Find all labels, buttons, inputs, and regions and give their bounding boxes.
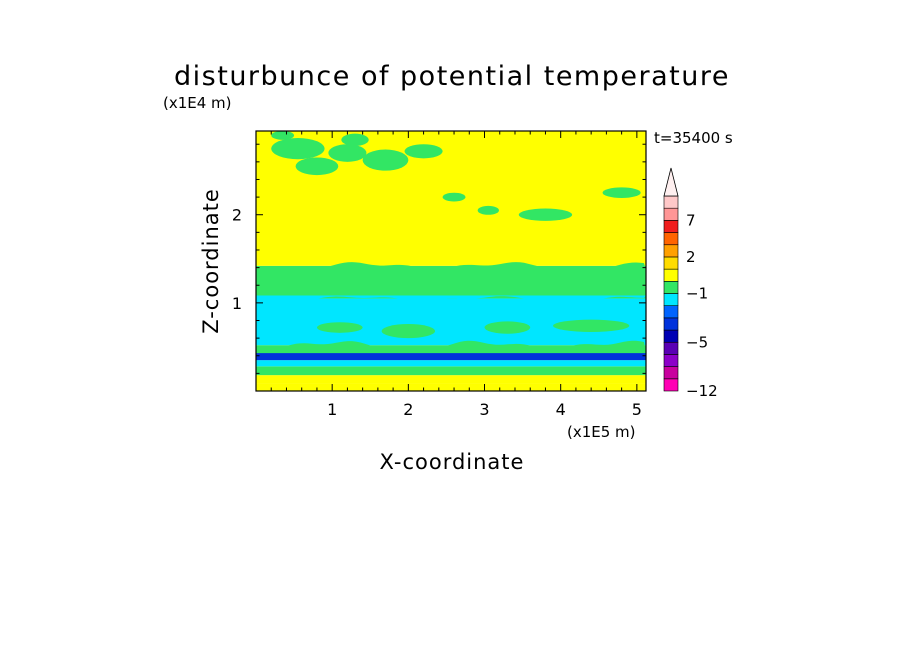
x-scale-label: (x1E5 m) (567, 423, 636, 441)
contour-patch (271, 138, 325, 160)
colorbar-label: 7 (686, 211, 696, 229)
colorbar-swatch (663, 232, 679, 246)
field-band (256, 265, 646, 299)
contour-patch (328, 144, 367, 162)
contour-patch (484, 321, 531, 334)
field-band (256, 360, 646, 367)
y-scale-label: (x1E4 m) (163, 94, 232, 112)
colorbar: 7 2 −1 −5 −12 (663, 167, 718, 400)
x-axis-label: X-coordinate (380, 450, 525, 474)
chart-title: disturbunce of potential temperature (174, 61, 730, 92)
colorbar-swatch (663, 256, 679, 270)
contour-patch (341, 133, 369, 146)
colorbar-swatch (663, 244, 679, 258)
time-label: t=35400 s (654, 129, 733, 147)
contour-patch (553, 319, 630, 332)
field-band (256, 375, 646, 384)
contour-patch (442, 192, 466, 202)
y-axis: 12 (232, 143, 646, 374)
plot-frame (255, 130, 647, 392)
x-tick-label: 5 (632, 400, 642, 419)
contour-patch (477, 205, 499, 215)
contour-patch (271, 131, 295, 140)
y-tick-label: 1 (232, 294, 242, 313)
contour-patch (316, 322, 363, 333)
colorbar-swatch (663, 207, 679, 221)
contour-patch (362, 149, 409, 171)
colorbar-swatch (663, 378, 679, 392)
colorbar-swatch (663, 281, 679, 294)
colorbar-label: 2 (686, 248, 696, 266)
colorbar-label: −1 (686, 285, 708, 303)
colorbar-swatch (663, 305, 679, 319)
contour-patch (518, 208, 573, 221)
colorbar-swatch (663, 220, 679, 233)
x-axis: 1 2 3 4 5 (270, 131, 642, 419)
colorbar-extension (663, 167, 679, 197)
contour-field (256, 131, 646, 391)
x-tick-label: 4 (556, 400, 566, 419)
y-axis-label: Z-coordinate (199, 188, 223, 334)
colorbar-label: −12 (686, 382, 718, 400)
contour-patch (381, 324, 436, 339)
field-band (256, 352, 646, 361)
x-tick-label: 1 (327, 400, 337, 419)
contour-edge (256, 295, 646, 301)
colorbar-swatch (663, 329, 679, 343)
colorbar-swatch (663, 354, 679, 367)
contour-edge (256, 262, 646, 270)
colorbar-swatch (663, 341, 679, 355)
contour-patch (404, 144, 443, 159)
colorbar-swatch (663, 317, 679, 331)
field-band (256, 366, 646, 376)
x-tick-label: 2 (403, 400, 413, 419)
x-tick-label: 3 (479, 400, 489, 419)
contour-patch (295, 157, 339, 176)
contour-edge (256, 340, 646, 354)
contour-patch (602, 187, 641, 198)
colorbar-swatch (663, 195, 679, 209)
colorbar-swatch (663, 293, 679, 306)
y-tick-label: 2 (232, 206, 242, 225)
colorbar-swatch (663, 366, 679, 380)
colorbar-swatch (663, 268, 679, 282)
field-band (256, 383, 646, 391)
colorbar-label: −5 (686, 333, 708, 351)
